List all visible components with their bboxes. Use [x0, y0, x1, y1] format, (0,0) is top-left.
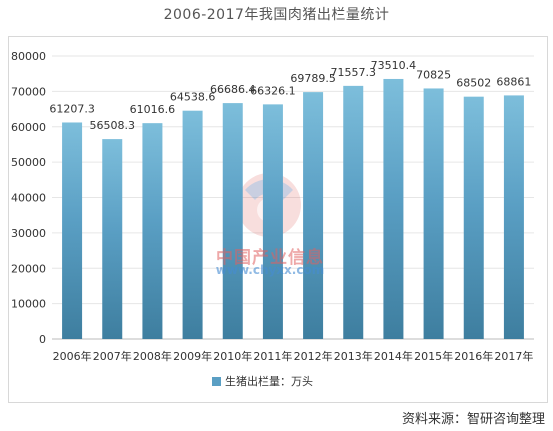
bar — [303, 92, 324, 339]
data-label: 61016.6 — [130, 103, 176, 116]
bar — [142, 123, 163, 339]
x-tick-label: 2016年 — [454, 349, 493, 363]
bar — [222, 103, 243, 339]
data-label: 66326.1 — [250, 84, 296, 97]
data-label: 66686.4 — [210, 83, 256, 96]
watermark-name: 中国产业信息 — [216, 248, 324, 268]
bar — [262, 104, 283, 339]
x-tick-label: 2007年 — [93, 349, 132, 363]
bar — [102, 139, 123, 339]
x-tick-label: 2009年 — [173, 349, 212, 363]
data-label: 61207.3 — [49, 102, 95, 115]
source-note: 资料来源：智研咨询整理 — [401, 412, 545, 427]
legend-label: 生猪出栏量：万头 — [225, 374, 313, 388]
y-tick-label: 50000 — [11, 156, 46, 169]
y-tick-label: 60000 — [11, 121, 46, 134]
chart-title: 2006-2017年我国肉猪出栏量统计 — [163, 7, 390, 23]
x-tick-label: 2015年 — [414, 349, 453, 363]
data-label: 71557.3 — [331, 66, 377, 79]
y-tick-label: 10000 — [11, 298, 46, 311]
y-tick-label: 0 — [39, 333, 46, 346]
y-tick-label: 30000 — [11, 227, 46, 240]
bar — [182, 110, 203, 339]
y-tick-label: 70000 — [11, 85, 46, 98]
x-tick-label: 2010年 — [213, 349, 252, 363]
gridlines — [52, 55, 534, 340]
x-tick-label: 2012年 — [294, 349, 333, 363]
bars — [62, 78, 524, 340]
watermark-url: www.chyxx.com — [215, 263, 325, 277]
data-label: 64538.6 — [170, 91, 216, 104]
data-labels: 61207.3 56508.3 61016.664538.666686.466326… — [49, 59, 531, 132]
data-label: 68502 — [456, 77, 491, 90]
data-label: 70825 — [416, 68, 451, 81]
y-axis: 0 10000 20000 30000 40000 50000 60000 70000 8000… — [11, 50, 46, 346]
data-label: 68861 — [496, 75, 531, 88]
x-axis: 2006年 2007年 2008年 2009年 2010年 2011年 2012年 2013年… — [53, 349, 534, 363]
x-tick-label: 2013年 — [334, 349, 373, 363]
bar — [62, 122, 83, 339]
bar — [423, 88, 444, 339]
x-tick-label: 2008年 — [133, 349, 172, 363]
data-label: 69789.5 — [290, 72, 336, 85]
bar — [463, 96, 484, 340]
x-tick-label: 2006年 — [53, 349, 92, 363]
bar — [343, 85, 364, 339]
y-tick-label: 40000 — [11, 192, 46, 205]
bar — [383, 78, 404, 339]
data-label: 56508.3 — [90, 119, 136, 132]
data-label: 73510.4 — [371, 59, 417, 72]
x-tick-label: 2011年 — [253, 349, 292, 363]
legend-swatch — [212, 377, 221, 386]
y-tick-label: 80000 — [11, 50, 46, 63]
x-tick-label: 2017年 — [494, 349, 533, 363]
x-tick-label: 2014年 — [374, 349, 413, 363]
y-tick-label: 20000 — [11, 262, 46, 275]
legend: 生猪出栏量：万头 — [212, 374, 313, 388]
bar — [503, 95, 524, 340]
